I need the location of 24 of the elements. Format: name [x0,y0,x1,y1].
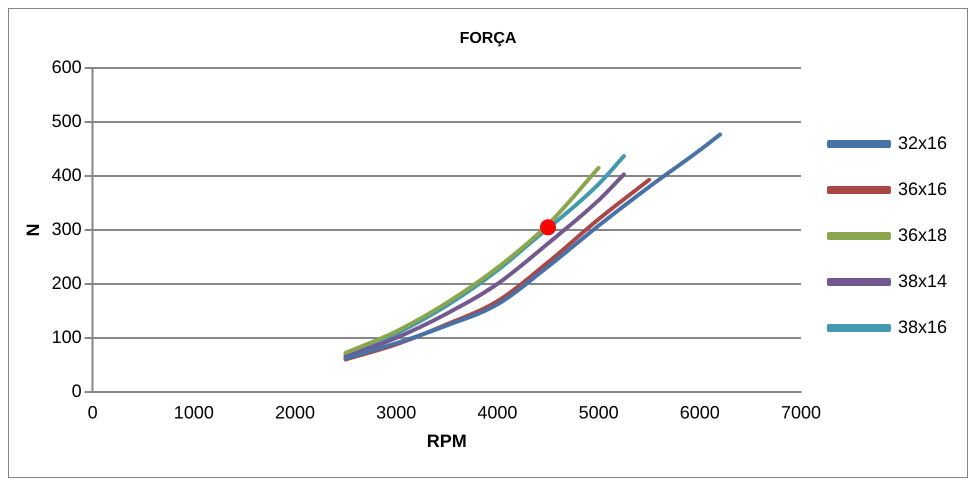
y-tick-label: 300 [52,218,82,239]
y-tick-label: 400 [52,165,82,186]
y-tick-label: 100 [52,326,82,347]
x-tick-label: 1000 [174,402,214,423]
x-tick-label: 0 [88,402,98,423]
legend-label: 36x16 [898,178,948,199]
y-tick-label: 0 [72,380,82,401]
x-axis-title: RPM [426,431,467,452]
chart-title: FORÇA [460,30,517,48]
x-tick-label: 3000 [376,402,416,423]
legend-label: 32x16 [898,132,948,153]
x-tick-label: 6000 [680,402,720,423]
y-tick-label: 500 [52,111,82,132]
x-tick-label: 4000 [477,402,518,423]
y-tick-label: 600 [52,57,82,78]
line-series [344,132,722,360]
y-axis-title: N [22,224,43,236]
legend-label: 36x18 [898,224,948,245]
legend-label: 38x14 [898,270,948,291]
y-tick-label: 200 [52,272,82,293]
x-tick-label: 7000 [780,402,821,423]
x-tick-label: 2000 [274,402,316,423]
x-tick-label: 5000 [578,402,619,423]
legend-label: 38x16 [898,316,948,337]
